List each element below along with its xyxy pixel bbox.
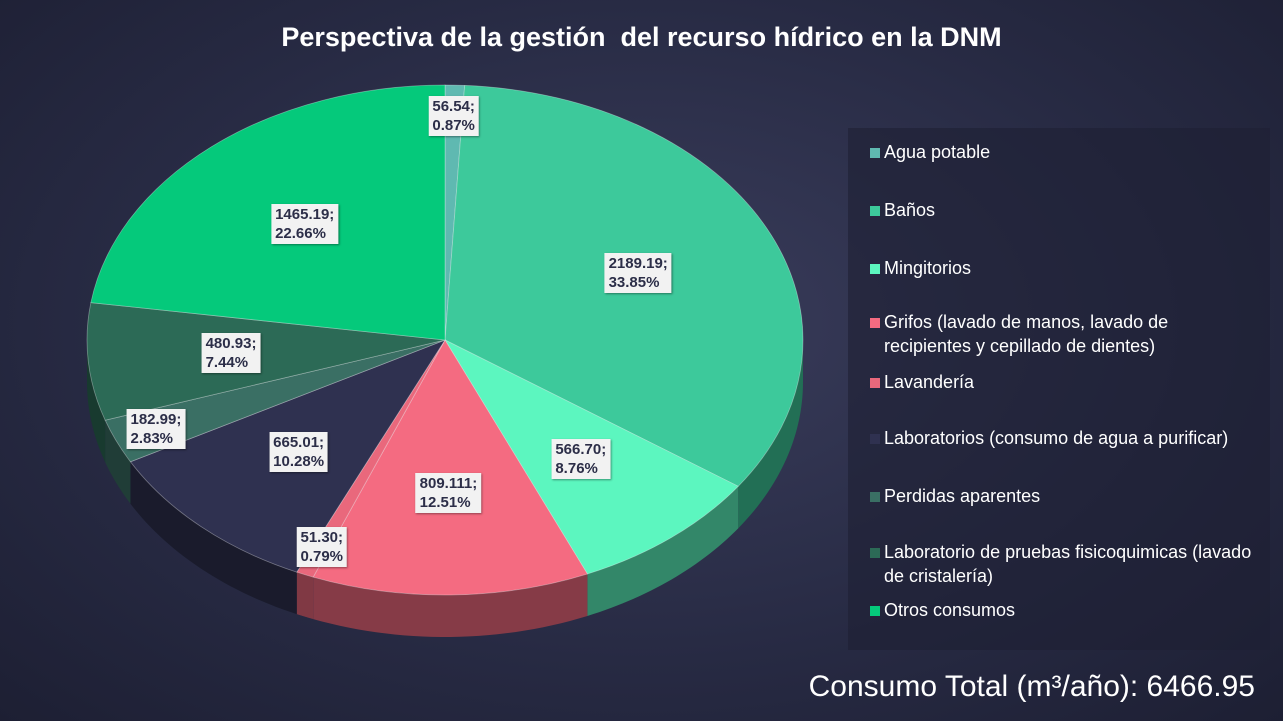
data-label: 809.111; 12.51%: [415, 472, 482, 513]
pie-slice: [86, 302, 446, 421]
legend-swatch: [870, 434, 880, 444]
pie-slice-side: [296, 572, 314, 620]
legend-item: Perdidas aparentes: [870, 484, 1260, 508]
legend-label: Laboratorios (consumo de agua a purifica…: [884, 428, 1229, 448]
data-label: 182.99; 2.83%: [126, 409, 186, 450]
legend-swatch: [870, 606, 880, 616]
legend-label: Grifos (lavado de manos, lavado de recip…: [884, 312, 1169, 356]
pie-slice: [104, 339, 446, 463]
legend-label: Otros consumos: [884, 600, 1016, 620]
legend-swatch: [870, 148, 880, 158]
legend-label: Mingitorios: [884, 258, 972, 278]
pie-slice: [296, 339, 446, 578]
pie-slice-side: [587, 486, 739, 616]
data-label: 56.54; 0.87%: [428, 95, 479, 136]
legend-label: Laboratorio de pruebas fisicoquimicas (l…: [884, 542, 1252, 586]
legend-item: Lavandería: [870, 370, 1260, 394]
pie-slice: [90, 84, 446, 341]
data-label: 665.01; 10.28%: [269, 431, 329, 472]
legend-item: Grifos (lavado de manos, lavado de recip…: [870, 310, 1260, 358]
pie-slice-side: [87, 340, 106, 463]
legend-label: Perdidas aparentes: [884, 486, 1041, 506]
data-label: 480.93; 7.44%: [201, 333, 261, 374]
legend-swatch: [870, 318, 880, 328]
legend-item: Otros consumos: [870, 598, 1260, 622]
chart-title: Perspectiva de la gestión del recurso hí…: [281, 22, 1002, 52]
legend-item: Mingitorios: [870, 256, 1260, 280]
data-label: 566.70; 8.76%: [551, 438, 611, 479]
pie-slice: [312, 339, 589, 596]
data-label: 1465.19; 22.66%: [271, 204, 339, 245]
pie-slice: [444, 84, 466, 341]
legend-swatch: [870, 206, 880, 216]
pie-slice-side: [105, 420, 131, 504]
pie-slice-side: [738, 340, 803, 529]
legend-label: Baños: [884, 200, 936, 220]
legend-label: Agua potable: [884, 142, 991, 162]
legend-item: Baños: [870, 198, 1260, 222]
legend-item: Laboratorio de pruebas fisicoquimicas (l…: [870, 540, 1260, 588]
legend: Agua potable Baños Mingitorios Grifos (lava…: [848, 128, 1270, 650]
legend-swatch: [870, 378, 880, 388]
data-label: 2189.19; 33.85%: [604, 253, 672, 294]
legend-swatch: [870, 548, 880, 558]
legend-label: Lavandería: [884, 372, 975, 392]
annotation: Consumo Total (m³/año): 6466.95: [808, 670, 1255, 703]
pie-slice-side: [130, 461, 297, 615]
data-label: 51.30; 0.79%: [296, 526, 348, 567]
legend-item: Agua potable: [870, 140, 1260, 164]
legend-swatch: [870, 492, 880, 502]
pie-slice-side: [313, 573, 588, 637]
legend-item: Laboratorios (consumo de agua a purifica…: [870, 426, 1260, 450]
legend-swatch: [870, 264, 880, 274]
